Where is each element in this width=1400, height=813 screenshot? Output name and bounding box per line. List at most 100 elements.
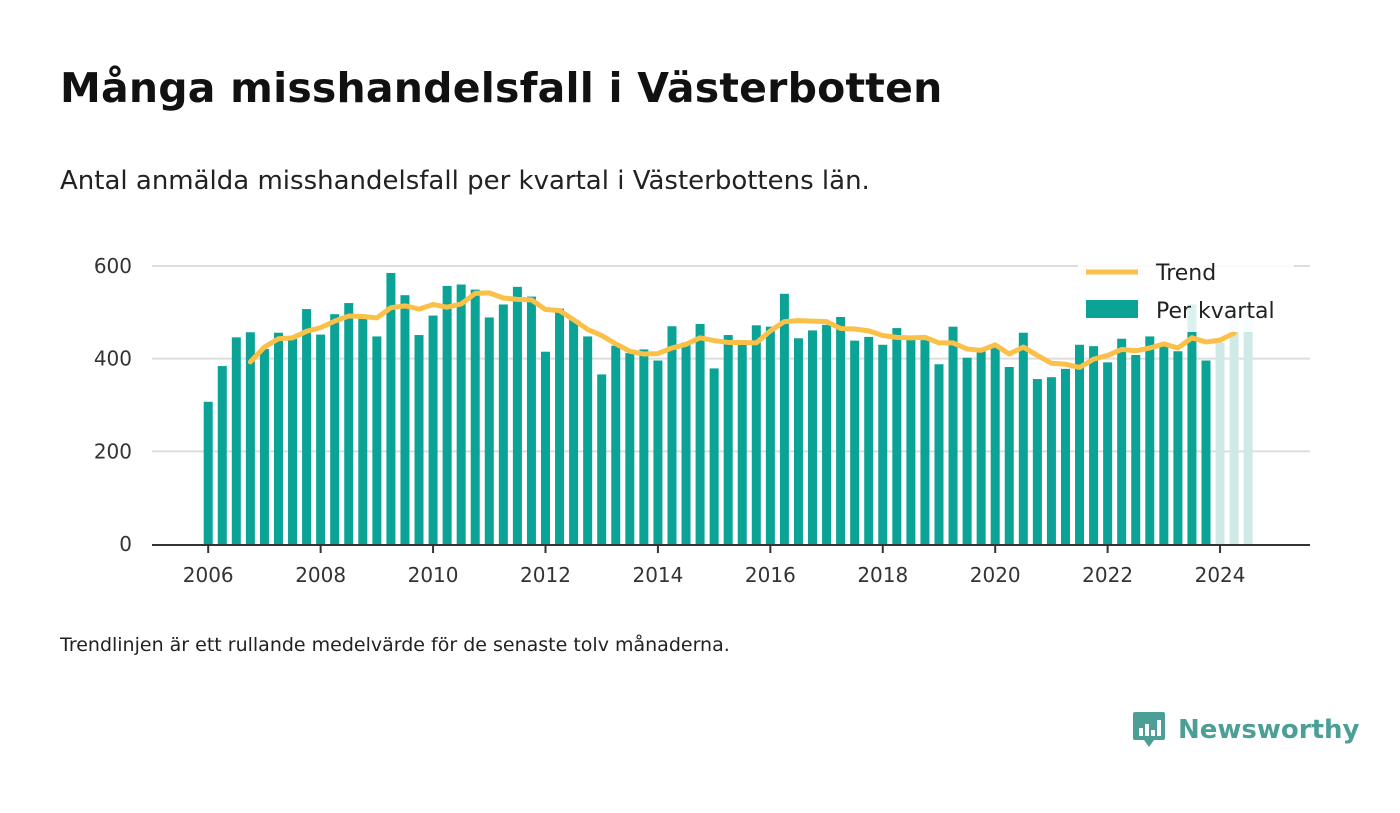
bar [1060,368,1070,544]
bar [864,336,874,544]
x-tick-label: 2008 [295,563,346,587]
bar [386,272,396,544]
x-tick-label: 2010 [408,563,459,587]
y-tick-label: 200 [94,439,132,463]
bar [372,336,382,544]
footnote: Trendlinjen är ett rullande medelvärde f… [60,634,730,656]
bar [217,366,227,544]
trend-line-group [247,290,1237,370]
bar [1229,310,1239,544]
legend-trend-label: Trend [1155,261,1216,286]
bar [526,296,536,544]
bar [541,351,550,544]
bar [990,347,1000,544]
bar [878,344,888,544]
bar [611,345,621,544]
bar [1117,338,1127,544]
bar [1131,354,1141,544]
bar [1004,367,1014,544]
bar [273,332,283,544]
bar [583,336,593,544]
bar [344,303,354,544]
legend: Trend Per kvartal [1078,252,1294,332]
bar [498,304,508,544]
bar [1173,351,1183,544]
bar [1145,336,1155,544]
x-tick-label: 2014 [632,563,683,587]
bar [1187,304,1197,544]
bar [512,286,522,544]
bar [597,374,607,544]
bar [948,326,958,544]
bar [962,357,972,544]
bar [245,332,255,544]
newsworthy-logo-icon [1133,712,1165,747]
bar [1103,362,1113,544]
bar [695,323,705,544]
trend-line [247,290,1237,370]
bar [330,314,340,544]
bar [1075,344,1085,544]
bar [456,284,466,544]
bar [779,293,789,544]
bar [1046,377,1056,544]
x-tick-label: 2024 [1195,563,1246,587]
bar [302,309,312,544]
x-tick-label: 2022 [1082,563,1133,587]
bar [231,337,241,544]
bar [1201,360,1211,544]
x-tick-label: 2018 [857,563,908,587]
bar [681,342,691,544]
bar [484,317,494,544]
bar [1018,332,1028,544]
chart-title: Många misshandelsfall i Västerbotten [60,64,943,112]
bar [934,364,944,544]
bar [358,318,368,544]
bar [625,353,635,544]
bar [316,334,326,544]
bar [751,325,761,544]
x-tick-label: 2020 [970,563,1021,587]
bar [442,285,452,544]
y-axis-labels: 0 200 400 600 [94,254,132,556]
x-tick-label: 2006 [183,563,234,587]
bars [203,272,1253,544]
bar [667,326,677,544]
bar [259,348,269,544]
bar [976,348,986,544]
bar [653,360,663,544]
x-tick-label: 2016 [745,563,796,587]
bar [822,324,832,544]
legend-background [1078,252,1294,332]
bar [808,330,818,544]
bar [555,308,565,544]
legend-bar-label: Per kvartal [1156,299,1275,324]
bar [1215,342,1225,544]
chart-subtitle: Antal anmälda misshandelsfall per kvarta… [60,166,870,196]
bar [765,326,775,544]
bar [906,337,916,544]
bar [737,340,747,544]
bar [639,349,649,544]
bar [723,335,733,544]
brand-logo: Newsworthy [1132,710,1359,750]
y-tick-label: 0 [119,532,132,556]
bar [569,319,579,544]
legend-bar-swatch [1086,300,1138,318]
bar [1159,345,1169,544]
bar [288,337,298,544]
brand-name: Newsworthy [1178,715,1360,745]
bar [793,338,803,544]
bar [1243,306,1253,544]
x-axis-labels: 2006 2008 2010 2012 2014 2016 2018 2020 2022 2024 [183,545,1246,587]
bar [428,315,438,544]
bar [203,401,213,544]
bar [920,340,930,544]
bar [836,316,846,544]
bar [709,368,719,544]
bar [1089,346,1099,544]
bar [470,289,480,544]
y-tick-label: 400 [94,347,132,371]
y-tick-label: 600 [94,254,132,278]
